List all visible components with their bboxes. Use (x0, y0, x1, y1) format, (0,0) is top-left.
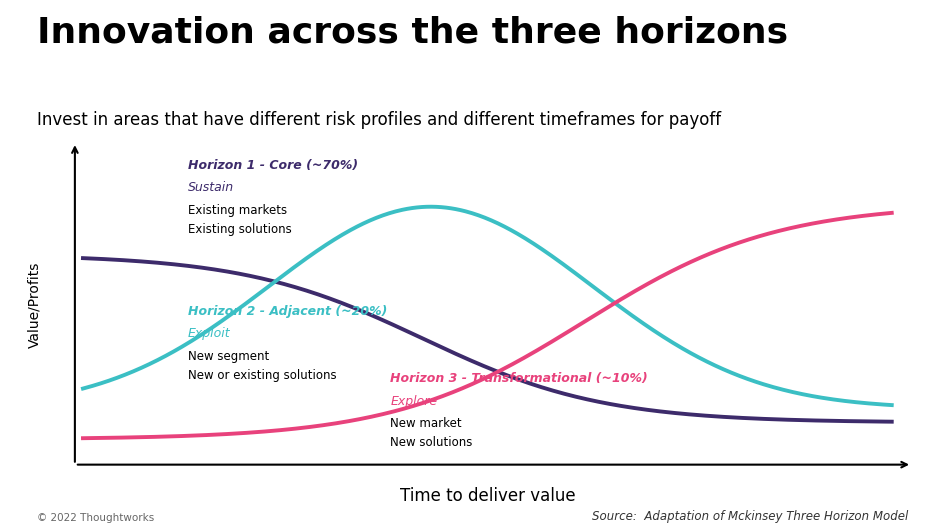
Text: Horizon 2 - Adjacent (~20%): Horizon 2 - Adjacent (~20%) (188, 305, 388, 318)
Text: © 2022 Thoughtworks: © 2022 Thoughtworks (37, 513, 154, 523)
Text: Innovation across the three horizons: Innovation across the three horizons (37, 16, 788, 50)
Text: Value/Profits: Value/Profits (27, 262, 41, 348)
Text: Time to deliver value: Time to deliver value (400, 487, 575, 505)
Text: New market
New solutions: New market New solutions (390, 417, 473, 449)
Text: Explore: Explore (390, 394, 437, 408)
Text: Horizon 1 - Core (~70%): Horizon 1 - Core (~70%) (188, 159, 358, 172)
Text: Horizon 3 - Transformational (~10%): Horizon 3 - Transformational (~10%) (390, 372, 648, 385)
Text: Source:  Adaptation of Mckinsey Three Horizon Model: Source: Adaptation of Mckinsey Three Hor… (592, 510, 908, 523)
Text: Invest in areas that have different risk profiles and different timeframes for p: Invest in areas that have different risk… (37, 111, 722, 129)
Text: Existing markets
Existing solutions: Existing markets Existing solutions (188, 204, 292, 236)
Text: New segment
New or existing solutions: New segment New or existing solutions (188, 350, 337, 382)
Text: Sustain: Sustain (188, 182, 234, 194)
Text: Exploit: Exploit (188, 327, 231, 340)
